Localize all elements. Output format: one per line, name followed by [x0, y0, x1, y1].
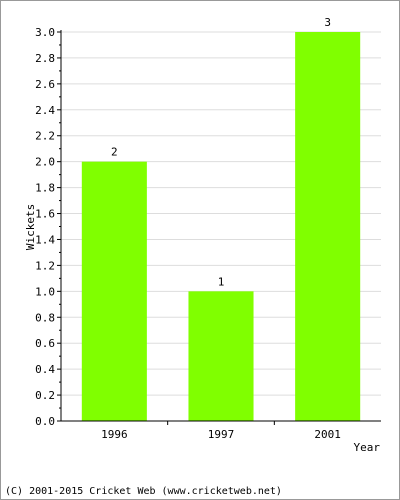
y-tick-label: 0.0	[35, 415, 55, 428]
y-tick-label: 0.4	[35, 363, 55, 376]
x-tick-label-2001: 2001	[314, 428, 341, 441]
bar-2001	[295, 32, 361, 421]
y-tick-label: 3.0	[35, 26, 55, 39]
y-tick-label: 2.2	[35, 130, 55, 143]
y-tick-label: 2.8	[35, 52, 55, 65]
data-label-1997: 1	[218, 275, 225, 288]
y-tick-label: 0.6	[35, 337, 55, 350]
y-tick-label: 1.4	[35, 233, 55, 246]
y-tick-label: 0.2	[35, 389, 55, 402]
data-label-1996: 2	[111, 146, 118, 159]
y-tick-label: 2.6	[35, 78, 55, 91]
x-tick-label-1996: 1996	[101, 428, 128, 441]
y-tick-label: 1.8	[35, 182, 55, 195]
y-axis-label: Wickets	[24, 204, 37, 250]
y-tick-label: 1.6	[35, 208, 55, 221]
bars	[81, 32, 361, 421]
copyright-footer: (C) 2001-2015 Cricket Web (www.cricketwe…	[5, 486, 282, 497]
axes	[57, 30, 381, 425]
y-tick-label: 1.2	[35, 259, 55, 272]
y-tick-label: 0.8	[35, 311, 55, 324]
y-tick-label: 1.0	[35, 285, 55, 298]
y-tick-label: 2.0	[35, 156, 55, 169]
bar-1997	[188, 291, 254, 421]
x-tick-label-1997: 1997	[208, 428, 235, 441]
bar-1996	[81, 161, 147, 421]
y-tick-label: 2.4	[35, 104, 55, 117]
x-axis-label: Year	[354, 441, 381, 454]
data-label-2001: 3	[324, 16, 331, 29]
labels: 0.0 0.2 0.4 0.6 0.8 1.0 1.2 1.4 1.6 1.8 2.0 2.2 2.4 2…	[35, 16, 341, 441]
